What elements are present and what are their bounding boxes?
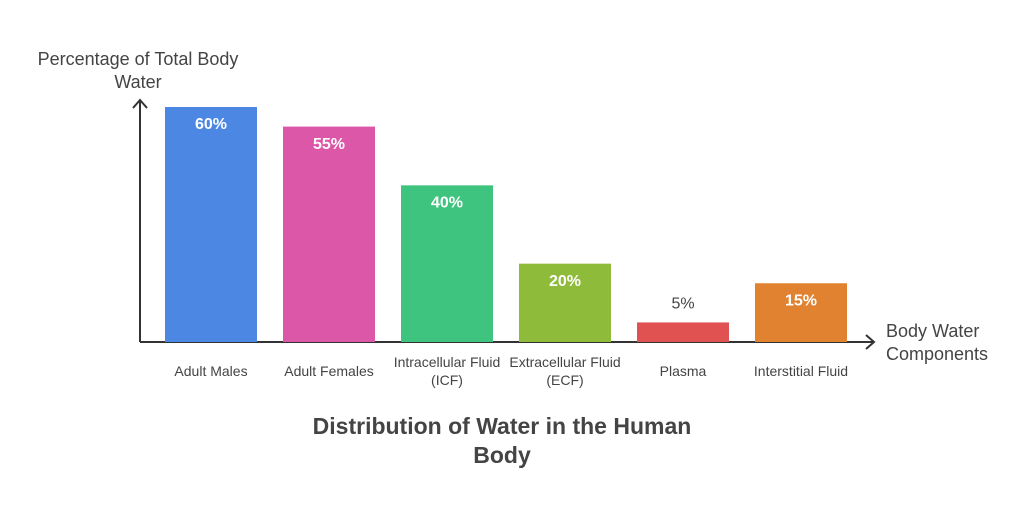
x-tick-label: Intracellular Fluid (ICF)	[393, 354, 501, 388]
x-arrow	[865, 334, 876, 350]
value-label: 20%	[549, 273, 581, 290]
bar	[401, 185, 493, 342]
x-tick-label: Extracellular Fluid (ECF)	[509, 354, 621, 388]
y-arrow	[132, 98, 148, 109]
chart-title: Distribution of Water in the Human Body	[312, 413, 692, 468]
x-tick-label: Adult Males	[174, 363, 248, 379]
y-axis-label: Percentage of Total Body Water	[37, 49, 239, 92]
bar	[283, 126, 375, 342]
x-tick-label: Plasma	[659, 363, 707, 379]
x-axis-label: Body Water Components	[886, 321, 989, 364]
x-tick-label: Interstitial Fluid	[753, 363, 849, 379]
value-label: 55%	[313, 136, 345, 153]
value-label: 60%	[195, 116, 227, 133]
bar	[519, 263, 611, 342]
bar	[165, 107, 257, 342]
x-tick-label: Adult Females	[284, 363, 374, 379]
bar	[755, 283, 847, 342]
value-label: 15%	[785, 292, 817, 309]
value-label: 40%	[431, 195, 463, 212]
value-label: 5%	[671, 296, 694, 313]
bar	[637, 322, 729, 342]
